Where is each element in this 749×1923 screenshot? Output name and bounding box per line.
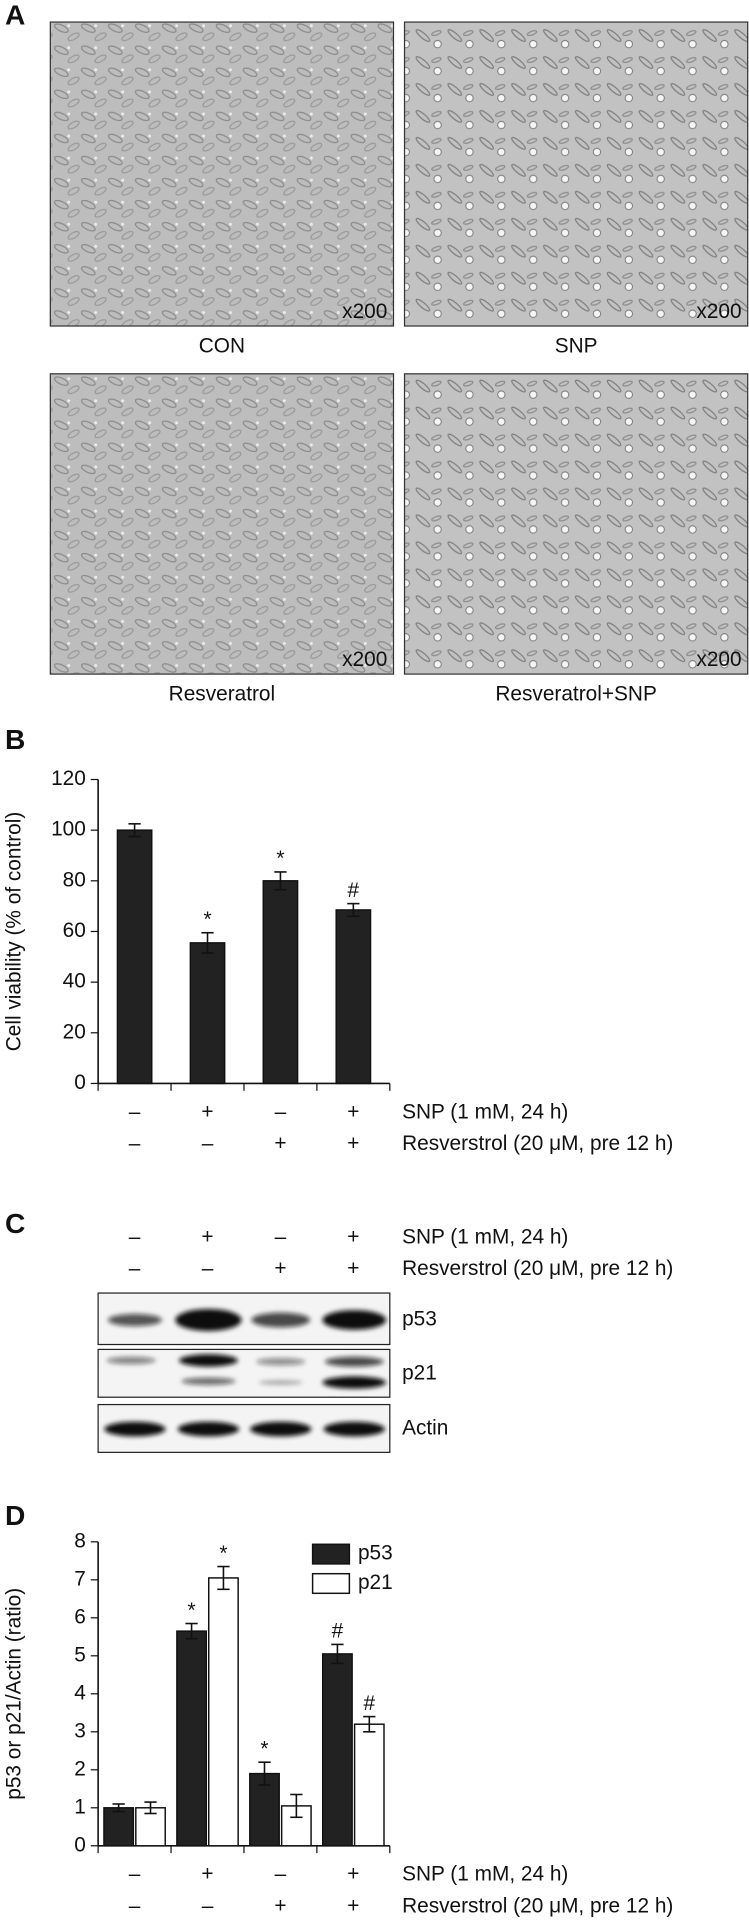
y-tick-label: 80: [63, 868, 86, 891]
caption: Resveratrol: [169, 682, 276, 705]
panel-label: A: [5, 0, 25, 31]
treatment-sign: +: [201, 1225, 213, 1248]
caption: SNP: [555, 334, 598, 357]
annotation: *: [188, 1599, 196, 1622]
treatment-sign: –: [129, 1132, 141, 1155]
treatment-sign: +: [274, 1257, 286, 1280]
y-tick-label: 1: [74, 1795, 86, 1818]
treatment-sign: +: [347, 1895, 359, 1918]
blot-label: p21: [402, 1361, 437, 1384]
western-blot: p53 p21 Actin: [97, 1292, 448, 1453]
magnification: x200: [696, 300, 741, 323]
treatment-sign: –: [129, 1895, 141, 1918]
panel-label: D: [5, 1499, 25, 1531]
bands: [104, 1308, 387, 1437]
treatment-sign: –: [202, 1895, 214, 1918]
y-tick-label: 60: [63, 919, 86, 942]
treatment-sign: +: [201, 1863, 213, 1886]
bar: [262, 880, 299, 1085]
treatment-label: SNP (1 mM, 24 h): [402, 1225, 568, 1248]
legend-swatch: [311, 1543, 351, 1565]
y-tick-label: 5: [74, 1643, 86, 1666]
treatment-sign: –: [129, 1863, 141, 1886]
treatment-sign: +: [347, 1100, 359, 1123]
micrographs: x200 x200 x200 x200 CON SNP Resveratrol …: [49, 21, 749, 705]
treatment-label: Resverstrol (20 μM, pre 12 h): [402, 1257, 673, 1280]
annotation: #: [348, 879, 360, 902]
y-tick-label: 0: [74, 1833, 86, 1856]
micrograph: [49, 21, 395, 327]
treatment-sign: +: [201, 1100, 213, 1123]
treatment-sign: +: [347, 1225, 359, 1248]
micrograph: [49, 373, 395, 675]
caption: CON: [199, 334, 245, 357]
treatment-sign: –: [275, 1863, 287, 1886]
magnification: x200: [696, 648, 741, 671]
bar: [103, 1807, 135, 1847]
bar: [353, 1723, 385, 1847]
annotation: *: [219, 1542, 227, 1565]
y-tick-label: 120: [51, 767, 86, 790]
treatment-sign: –: [129, 1100, 141, 1123]
annotation: #: [332, 1620, 344, 1643]
annotation: *: [276, 847, 284, 870]
legend-label: p53: [358, 1542, 393, 1565]
legend-swatch: [311, 1572, 351, 1595]
y-tick-label: 2: [74, 1757, 86, 1780]
y-tick-label: 40: [63, 970, 86, 993]
blot-label: p53: [402, 1307, 437, 1330]
y-tick-label: 4: [74, 1681, 86, 1704]
y-axis-label: p53 or p21/Actin (ratio): [2, 1588, 25, 1800]
panel-label: C: [5, 1207, 25, 1239]
treatment-sign: +: [274, 1132, 286, 1155]
treatment-label: SNP (1 mM, 24 h): [402, 1863, 568, 1886]
magnification: x200: [342, 648, 387, 671]
treatment-sign: +: [347, 1257, 359, 1280]
treatment-sign: +: [347, 1132, 359, 1155]
y-tick-label: 7: [74, 1567, 86, 1590]
y-tick-label: 6: [74, 1605, 86, 1628]
treatment-label: Resverstrol (20 μM, pre 12 h): [402, 1895, 673, 1918]
blot-box: [97, 1348, 391, 1398]
bar: [116, 829, 153, 1085]
treatment-sign: –: [275, 1100, 287, 1123]
bar: [207, 1577, 239, 1847]
y-tick-label: 8: [74, 1529, 86, 1552]
caption: Resveratrol+SNP: [495, 682, 656, 705]
treatment-sign: –: [129, 1225, 141, 1248]
magnification: x200: [342, 300, 387, 323]
bar: [321, 1653, 353, 1847]
micrograph: [403, 21, 749, 327]
treatment-sign: –: [275, 1225, 287, 1248]
legend-label: p21: [358, 1571, 393, 1594]
treatment-sign: –: [202, 1132, 214, 1155]
annotation: #: [363, 1692, 375, 1715]
y-tick-label: 20: [63, 1020, 86, 1043]
panel-label: B: [5, 723, 25, 755]
bar: [189, 942, 226, 1085]
bar: [335, 909, 372, 1085]
bar: [176, 1630, 208, 1847]
treatment-label: SNP (1 mM, 24 h): [402, 1100, 568, 1123]
treatment-label: Resverstrol (20 μM, pre 12 h): [402, 1132, 673, 1155]
y-axis-label: Cell viability (% of control): [2, 812, 25, 1052]
treatment-sign: –: [202, 1257, 214, 1280]
blot-label: Actin: [402, 1417, 448, 1440]
y-tick-label: 0: [74, 1071, 86, 1094]
annotation: *: [260, 1737, 268, 1760]
y-tick-label: 100: [51, 818, 86, 841]
treatment-sign: +: [347, 1863, 359, 1886]
micrograph: [403, 373, 749, 675]
y-tick-label: 3: [74, 1719, 86, 1742]
annotation: *: [203, 908, 211, 931]
treatment-sign: –: [129, 1257, 141, 1280]
treatment-sign: +: [274, 1895, 286, 1918]
